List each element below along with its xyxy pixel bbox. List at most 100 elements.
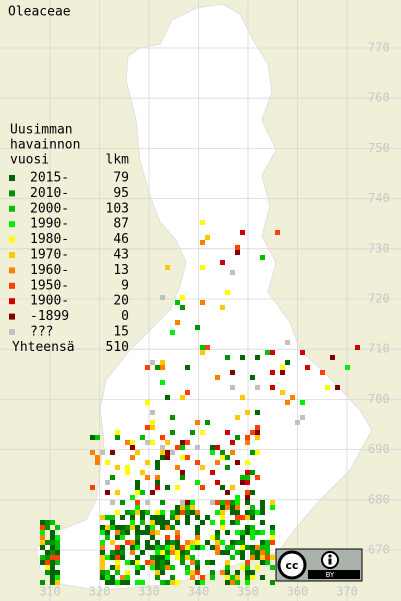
title: Oleaceae (8, 5, 71, 20)
record-square (195, 540, 200, 545)
record-square (120, 545, 125, 550)
record-square (270, 505, 275, 510)
record-square (100, 450, 105, 455)
record-square (245, 490, 250, 495)
record-square (55, 535, 60, 540)
record-square (50, 565, 55, 570)
record-square (215, 500, 220, 505)
record-square (220, 525, 225, 530)
record-square (300, 415, 305, 420)
record-square (220, 520, 225, 525)
record-square (155, 565, 160, 570)
record-square (215, 480, 220, 485)
record-square (260, 520, 265, 525)
record-square (55, 555, 60, 560)
record-square (180, 510, 185, 515)
record-square (260, 545, 265, 550)
record-square (125, 530, 130, 535)
record-square (160, 555, 165, 560)
record-square (115, 560, 120, 565)
record-square (235, 435, 240, 440)
record-square (125, 575, 130, 580)
legend-label: 1990- (30, 217, 69, 232)
record-square (270, 370, 275, 375)
record-square (150, 440, 155, 445)
record-square (180, 545, 185, 550)
record-square (40, 530, 45, 535)
record-square (110, 520, 115, 525)
record-square (250, 530, 255, 535)
record-square (225, 530, 230, 535)
record-square (55, 570, 60, 575)
record-square (265, 560, 270, 565)
record-square (135, 525, 140, 530)
record-square (200, 300, 205, 305)
record-square (225, 430, 230, 435)
record-square (190, 505, 195, 510)
record-square (220, 500, 225, 505)
record-square (235, 495, 240, 500)
record-square (55, 550, 60, 555)
record-square (225, 545, 230, 550)
record-square (150, 555, 155, 560)
record-square (215, 510, 220, 515)
record-square (115, 580, 120, 585)
record-square (50, 550, 55, 555)
record-square (95, 460, 100, 465)
record-square (105, 515, 110, 520)
record-square (165, 455, 170, 460)
record-square (255, 355, 260, 360)
record-square (245, 460, 250, 465)
record-square (245, 500, 250, 505)
record-square (160, 560, 165, 565)
legend-count: 46 (113, 232, 129, 247)
record-square (170, 510, 175, 515)
record-square (270, 530, 275, 535)
record-square (320, 370, 325, 375)
record-square (195, 535, 200, 540)
record-square (220, 570, 225, 575)
record-square (240, 545, 245, 550)
record-square (135, 490, 140, 495)
record-square (100, 525, 105, 530)
record-square (135, 570, 140, 575)
record-square (160, 295, 165, 300)
record-square (285, 400, 290, 405)
record-square (185, 570, 190, 575)
record-square (40, 580, 45, 585)
record-square (50, 575, 55, 580)
legend-swatch (9, 175, 15, 181)
record-square (115, 565, 120, 570)
record-square (45, 520, 50, 525)
record-square (180, 440, 185, 445)
record-square (205, 235, 210, 240)
record-square (165, 565, 170, 570)
record-square (250, 490, 255, 495)
record-square (235, 540, 240, 545)
record-square (240, 550, 245, 555)
legend-swatch (9, 298, 15, 305)
record-square (285, 360, 290, 365)
record-square (195, 580, 200, 585)
record-square (135, 510, 140, 515)
north-label: 670 (368, 543, 390, 557)
record-square (230, 270, 235, 275)
record-square (120, 575, 125, 580)
record-square (275, 230, 280, 235)
record-square (225, 500, 230, 505)
record-square (120, 500, 125, 505)
record-square (175, 510, 180, 515)
record-square (250, 450, 255, 455)
record-square (270, 385, 275, 390)
record-square (260, 255, 265, 260)
record-square (110, 515, 115, 520)
record-square (135, 485, 140, 490)
record-square (160, 455, 165, 460)
record-square (330, 355, 335, 360)
record-square (345, 365, 350, 370)
record-square (160, 565, 165, 570)
record-square (115, 525, 120, 530)
record-square (45, 540, 50, 545)
record-square (235, 520, 240, 525)
